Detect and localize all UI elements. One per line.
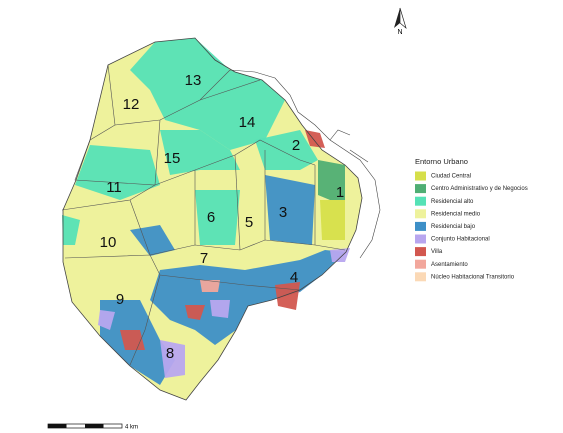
land-use-patch [130, 225, 175, 256]
legend-swatch [415, 259, 426, 269]
legend-swatch [415, 247, 426, 257]
scale-label: 4 km [125, 425, 138, 431]
land-use-patch [275, 282, 300, 310]
legend-swatch [415, 209, 426, 219]
comuna-label: 12 [123, 96, 140, 113]
land-use-layer [62, 38, 362, 400]
comuna-label: 11 [106, 179, 122, 196]
land-use-patch [318, 160, 345, 200]
legend-swatch [415, 196, 426, 206]
legend-swatch [415, 272, 426, 282]
comuna-label: 14 [239, 114, 256, 131]
north-label: N [397, 29, 402, 36]
comuna-label: 1 [336, 184, 344, 201]
land-use-patch [150, 250, 345, 345]
land-use-patch [160, 340, 185, 378]
land-use-patch [185, 305, 205, 320]
land-use-patch [98, 310, 115, 330]
legend-label: Núcleo Habitacional Transitorio [431, 274, 515, 280]
legend-label: Residencial bajo [431, 224, 476, 230]
north-arrow: N [394, 7, 407, 36]
land-use-patch [195, 190, 240, 245]
legend-label: Asentamiento [431, 262, 468, 268]
legend-label: Residencial medio [431, 211, 481, 217]
land-use-patch [130, 38, 285, 150]
comuna-label: 7 [200, 250, 208, 267]
land-use-patch [330, 248, 350, 262]
legend-swatch [415, 171, 426, 181]
comuna-label: 13 [185, 72, 202, 89]
comuna-boundaries [61, 64, 346, 366]
legend-swatch [415, 234, 426, 244]
land-use-patch [265, 175, 315, 245]
comuna-label: 5 [245, 214, 253, 231]
scale-bar: 4 km [47, 423, 138, 431]
land-use-patch [160, 130, 240, 175]
legend-label: Residencial alto [431, 199, 474, 205]
legend-label: Conjunto Habitacional [431, 237, 490, 243]
river-coast [229, 69, 381, 259]
land-use-patch [75, 145, 160, 200]
comuna-label: 4 [290, 269, 298, 286]
legend-swatch [415, 184, 426, 194]
land-use-patch [255, 130, 318, 170]
legend-label: Ciudad Central [431, 174, 471, 180]
legend-title: Entorno Urbano [415, 157, 468, 166]
comuna-label: 2 [292, 137, 300, 154]
legend-swatch [415, 221, 426, 231]
comuna-label: 9 [116, 291, 124, 308]
land-use-patch [210, 300, 230, 318]
city-outline [62, 37, 363, 401]
comuna-label: 15 [164, 150, 181, 167]
legend-label: Villa [431, 249, 443, 255]
land-use-patch [62, 215, 80, 245]
comuna-label: 6 [207, 209, 215, 226]
comuna-label: 10 [100, 234, 117, 251]
legend-label: Centro Administrativo y de Negocios [431, 186, 528, 192]
comuna-label: 8 [166, 345, 174, 362]
land-use-patch [200, 280, 220, 292]
land-use-patch [320, 200, 345, 240]
comuna-label: 3 [279, 204, 287, 221]
